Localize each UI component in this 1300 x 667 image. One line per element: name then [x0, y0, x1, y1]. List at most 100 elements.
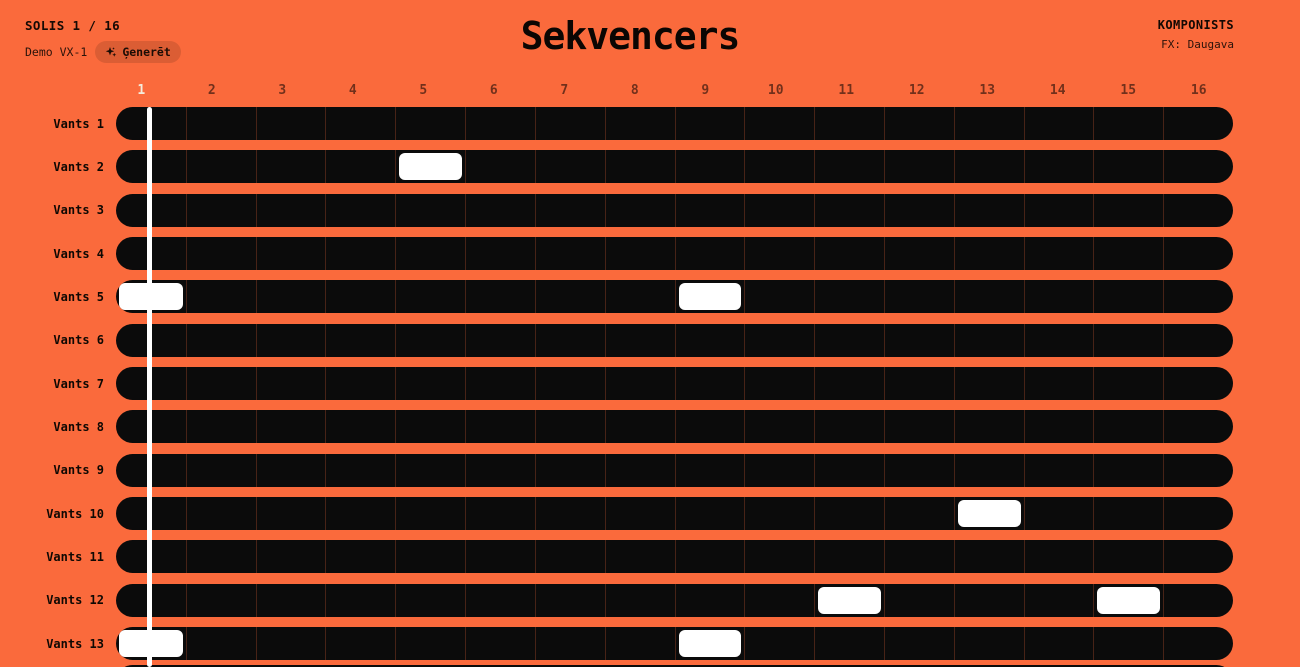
- step-cell[interactable]: [395, 540, 465, 574]
- step-cell[interactable]: [953, 367, 1024, 401]
- step-cell[interactable]: [953, 410, 1024, 444]
- step-cell[interactable]: [255, 193, 326, 227]
- step-cell[interactable]: [185, 150, 256, 184]
- step-cell[interactable]: [465, 627, 535, 661]
- step-cell[interactable]: [744, 323, 814, 357]
- step-cell[interactable]: [953, 627, 1024, 661]
- step-cell[interactable]: [1163, 497, 1233, 531]
- step-cell[interactable]: [395, 583, 465, 617]
- step-cell[interactable]: [255, 237, 326, 271]
- step-cell[interactable]: [953, 583, 1024, 617]
- step-cell[interactable]: [1093, 237, 1163, 271]
- step-cell[interactable]: [534, 453, 605, 487]
- step-cell[interactable]: [744, 107, 814, 140]
- step-cell[interactable]: [325, 627, 395, 661]
- step-cell[interactable]: [604, 107, 675, 140]
- step-cell[interactable]: [604, 497, 675, 531]
- step-cell[interactable]: [1023, 540, 1094, 574]
- step-cell[interactable]: [674, 627, 745, 661]
- step-cell[interactable]: [1093, 627, 1163, 661]
- active-note[interactable]: [678, 283, 742, 311]
- step-cell[interactable]: [325, 540, 395, 574]
- step-cell[interactable]: [674, 323, 745, 357]
- step-cell[interactable]: [1093, 193, 1163, 227]
- step-cell[interactable]: [744, 540, 814, 574]
- step-cell[interactable]: [674, 193, 745, 227]
- step-cell[interactable]: [465, 150, 535, 184]
- step-cell[interactable]: [1163, 193, 1233, 227]
- step-cell[interactable]: [883, 323, 954, 357]
- step-cell[interactable]: [255, 627, 326, 661]
- generate-button[interactable]: Ģenerēt: [95, 41, 181, 63]
- step-cell[interactable]: [255, 453, 326, 487]
- step-cell[interactable]: [1093, 453, 1163, 487]
- step-cell[interactable]: [1163, 280, 1233, 314]
- step-cell[interactable]: [604, 193, 675, 227]
- step-cell[interactable]: [395, 410, 465, 444]
- step-cell[interactable]: [604, 280, 675, 314]
- step-cell[interactable]: [604, 323, 675, 357]
- step-cell[interactable]: [1023, 237, 1094, 271]
- step-cell[interactable]: [604, 453, 675, 487]
- step-cell[interactable]: [255, 323, 326, 357]
- step-cell[interactable]: [883, 627, 954, 661]
- step-cell[interactable]: [1093, 107, 1163, 140]
- step-cell[interactable]: [1093, 150, 1163, 184]
- step-cell[interactable]: [325, 453, 395, 487]
- step-cell[interactable]: [1163, 323, 1233, 357]
- step-cell[interactable]: [814, 627, 884, 661]
- step-cell[interactable]: [465, 540, 535, 574]
- step-cell[interactable]: [1023, 323, 1094, 357]
- step-cell[interactable]: [534, 497, 605, 531]
- step-cell[interactable]: [604, 540, 675, 574]
- step-cell[interactable]: [185, 367, 256, 401]
- step-cell[interactable]: [744, 193, 814, 227]
- step-cell[interactable]: [814, 323, 884, 357]
- step-cell[interactable]: [674, 367, 745, 401]
- step-cell[interactable]: [534, 540, 605, 574]
- step-cell[interactable]: [1023, 107, 1094, 140]
- step-cell[interactable]: [185, 280, 256, 314]
- step-cell[interactable]: [395, 323, 465, 357]
- step-cell[interactable]: [465, 410, 535, 444]
- step-cell[interactable]: [674, 583, 745, 617]
- step-cell[interactable]: [604, 410, 675, 444]
- active-note[interactable]: [1097, 586, 1161, 614]
- step-cell[interactable]: [883, 107, 954, 140]
- step-cell[interactable]: [883, 497, 954, 531]
- step-cell[interactable]: [325, 410, 395, 444]
- step-cell[interactable]: [465, 583, 535, 617]
- step-cell[interactable]: [185, 497, 256, 531]
- step-cell[interactable]: [1093, 497, 1163, 531]
- step-cell[interactable]: [534, 627, 605, 661]
- step-cell[interactable]: [814, 280, 884, 314]
- step-cell[interactable]: [395, 280, 465, 314]
- step-cell[interactable]: [1023, 150, 1094, 184]
- step-cell[interactable]: [814, 410, 884, 444]
- step-cell[interactable]: [953, 453, 1024, 487]
- step-cell[interactable]: [465, 367, 535, 401]
- step-cell[interactable]: [883, 193, 954, 227]
- step-cell[interactable]: [674, 410, 745, 444]
- step-cell[interactable]: [953, 107, 1024, 140]
- step-cell[interactable]: [534, 367, 605, 401]
- step-cell[interactable]: [1163, 150, 1233, 184]
- step-cell[interactable]: [1023, 193, 1094, 227]
- step-cell[interactable]: [674, 280, 745, 314]
- step-cell[interactable]: [883, 280, 954, 314]
- step-cell[interactable]: [814, 453, 884, 487]
- step-cell[interactable]: [325, 150, 395, 184]
- step-cell[interactable]: [325, 193, 395, 227]
- step-cell[interactable]: [814, 107, 884, 140]
- step-cell[interactable]: [744, 627, 814, 661]
- step-cell[interactable]: [255, 497, 326, 531]
- step-cell[interactable]: [953, 193, 1024, 227]
- step-cell[interactable]: [883, 150, 954, 184]
- step-cell[interactable]: [814, 193, 884, 227]
- active-note[interactable]: [818, 586, 881, 614]
- step-cell[interactable]: [1093, 540, 1163, 574]
- step-cell[interactable]: [465, 237, 535, 271]
- step-cell[interactable]: [465, 107, 535, 140]
- step-cell[interactable]: [604, 627, 675, 661]
- step-cell[interactable]: [883, 367, 954, 401]
